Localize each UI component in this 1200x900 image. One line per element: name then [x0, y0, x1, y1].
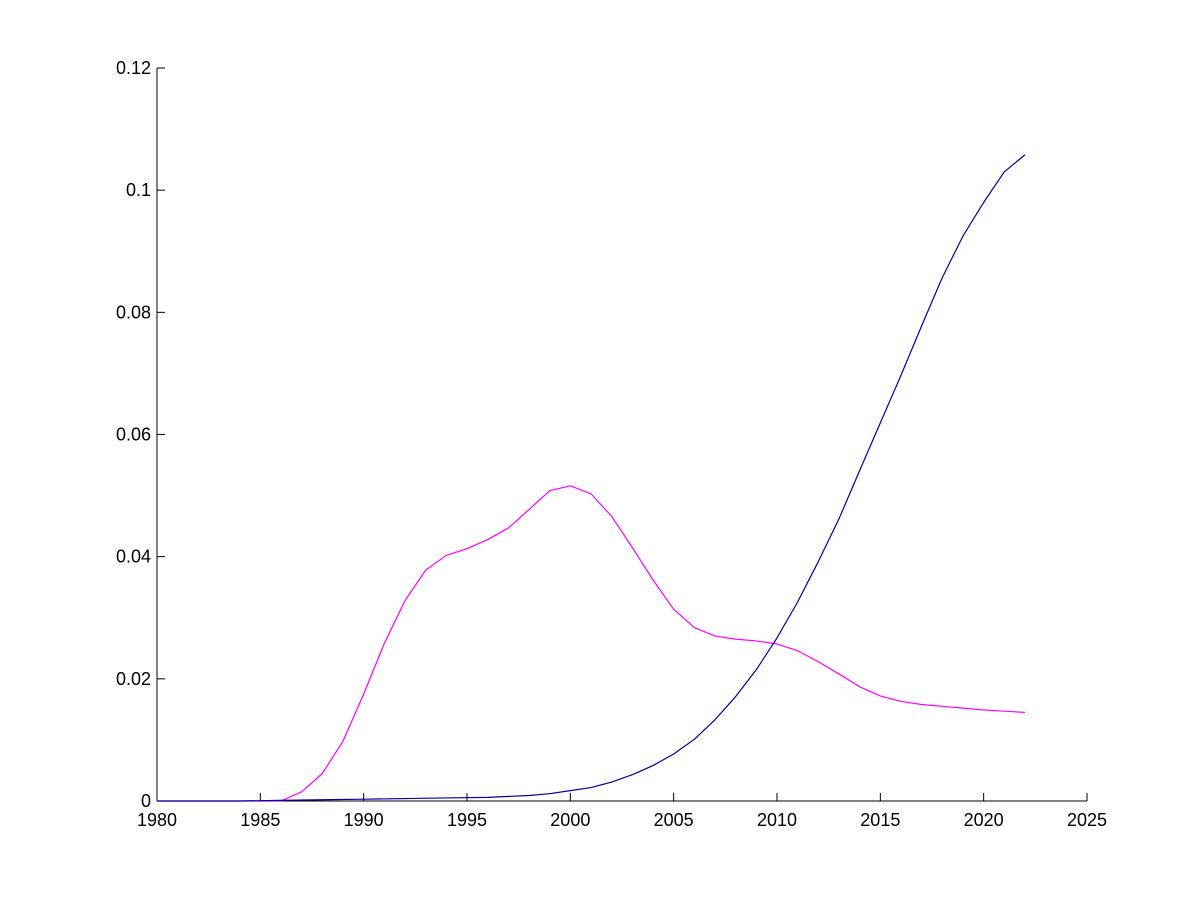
y-tick-label: 0.12: [116, 58, 151, 78]
x-tick-label: 2015: [860, 810, 900, 830]
x-tick-label: 2025: [1067, 810, 1107, 830]
x-tick-label: 1990: [344, 810, 384, 830]
y-tick-label: 0.04: [116, 547, 151, 567]
x-tick-label: 1985: [240, 810, 280, 830]
x-tick-label: 2000: [550, 810, 590, 830]
axes: 1980 1985 1990 1995 2000 2005 2010 2015 2020 2025…: [116, 58, 1107, 830]
series-layer: [157, 154, 1026, 802]
y-tick-label: 0.02: [116, 669, 151, 689]
x-tick-label: 2020: [964, 810, 1004, 830]
y-tick-label: 0.1: [126, 180, 151, 200]
x-tick-label: 2010: [757, 810, 797, 830]
x-tick-label: 2005: [654, 810, 694, 830]
series-line-2: [157, 154, 1026, 802]
series-line-1: [157, 485, 1026, 802]
y-tick-label: 0.08: [116, 302, 151, 322]
y-tick-label: 0.06: [116, 425, 151, 445]
x-tick-label: 1980: [137, 810, 177, 830]
x-tick-label: 1995: [447, 810, 487, 830]
y-tick-label: 0: [141, 791, 151, 811]
